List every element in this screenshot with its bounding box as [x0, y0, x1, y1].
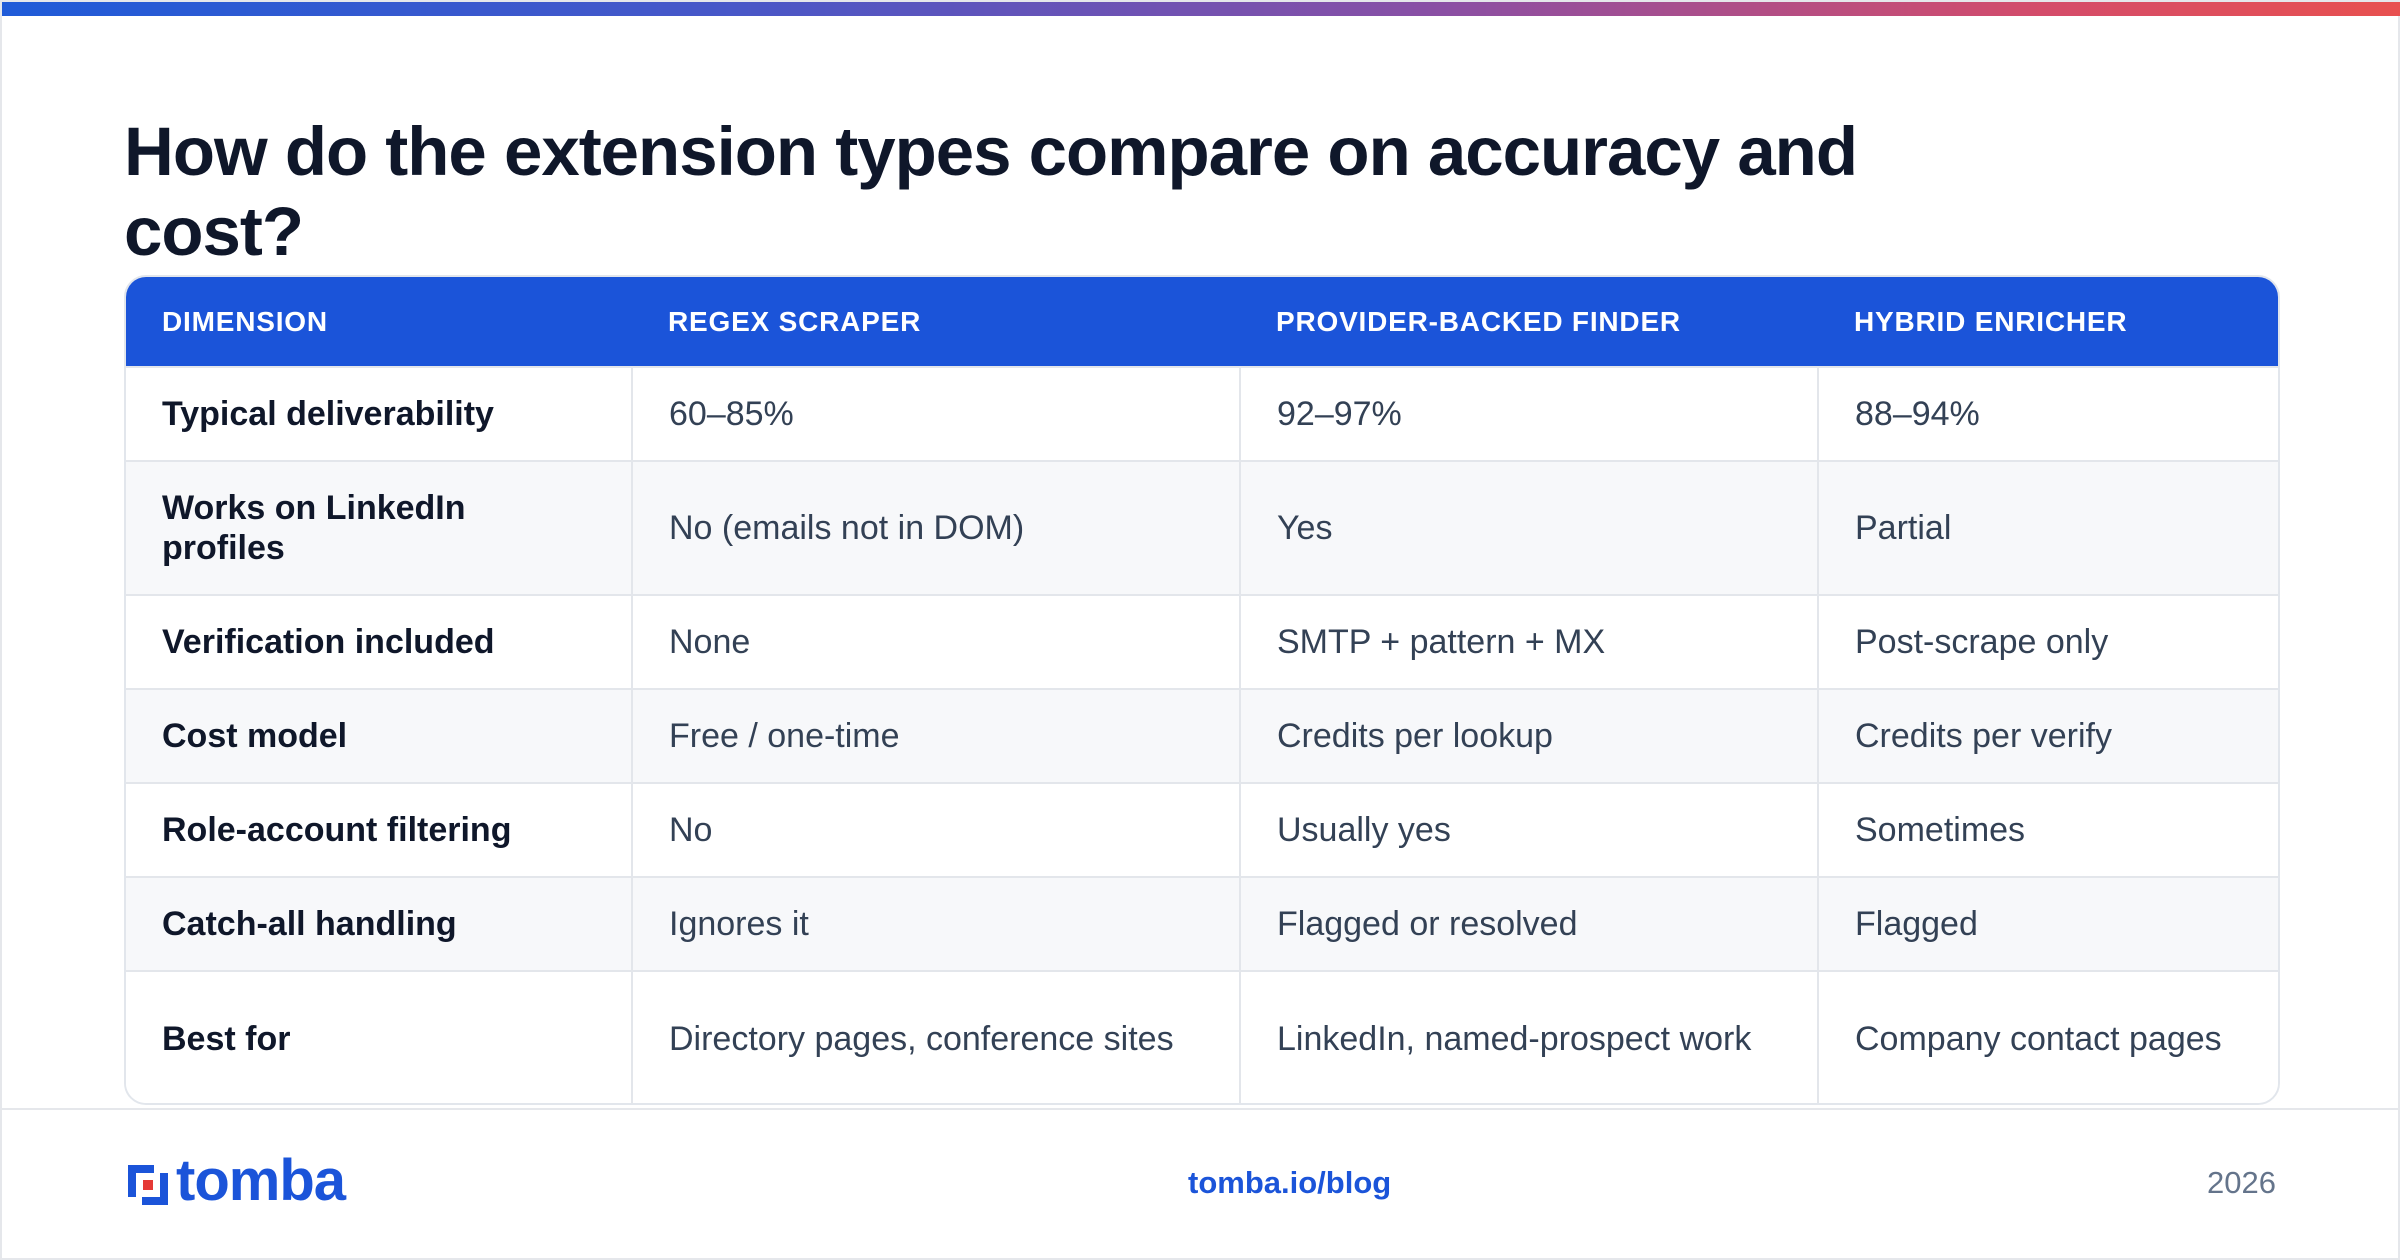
comparison-table-card: DIMENSION REGEX SCRAPER PROVIDER-BACKED … [124, 275, 2280, 1105]
tomba-logo: tomba [124, 1152, 346, 1210]
row-dimension: Verification included [126, 594, 632, 689]
provider-backed-finder-cell: 92–97% [1239, 366, 1818, 461]
provider-backed-finder-cell: Credits per lookup [1239, 688, 1818, 783]
column-header: REGEX SCRAPER [668, 305, 922, 337]
logo-wordmark: tomba [176, 1148, 346, 1213]
column-header: PROVIDER-BACKED FINDER [1276, 305, 1681, 337]
table-row: Verification included None SMTP + patter… [126, 594, 2278, 689]
row-dimension: Best for [126, 970, 632, 1103]
row-dimension: Works on LinkedIn profiles [126, 460, 632, 595]
column-header: DIMENSION [162, 305, 328, 337]
hybrid-enricher-cell: Company contact pages [1817, 970, 2278, 1103]
row-dimension: Catch-all handling [126, 876, 632, 971]
provider-backed-finder-cell: Yes [1239, 460, 1818, 595]
hybrid-enricher-cell: Partial [1817, 460, 2278, 595]
regex-scraper-cell: Ignores it [631, 876, 1240, 971]
footer-divider [2, 1108, 2400, 1110]
hybrid-enricher-cell: Post-scrape only [1817, 594, 2278, 689]
row-dimension: Role-account filtering [126, 782, 632, 877]
provider-backed-finder-cell: LinkedIn, named-prospect work [1239, 970, 1818, 1103]
gradient-accent-bar [2, 2, 2400, 16]
hybrid-enricher-cell: Credits per verify [1817, 688, 2278, 783]
regex-scraper-cell: 60–85% [631, 366, 1240, 461]
column-header: HYBRID ENRICHER [1854, 305, 2128, 337]
regex-scraper-cell: Directory pages, conference sites [631, 970, 1240, 1103]
row-dimension: Cost model [126, 688, 632, 783]
table-row: Cost model Free / one-time Credits per l… [126, 688, 2278, 783]
provider-backed-finder-cell: Usually yes [1239, 782, 1818, 877]
table-row: Role-account filtering No Usually yes So… [126, 782, 2278, 877]
regex-scraper-cell: Free / one-time [631, 688, 1240, 783]
tomba-logo-icon [128, 1165, 168, 1205]
table-row: Catch-all handling Ignores it Flagged or… [126, 876, 2278, 971]
provider-backed-finder-cell: Flagged or resolved [1239, 876, 1818, 971]
comparison-table: DIMENSION REGEX SCRAPER PROVIDER-BACKED … [126, 277, 2278, 1103]
regex-scraper-cell: No (emails not in DOM) [631, 460, 1240, 595]
hybrid-enricher-cell: 88–94% [1817, 366, 2278, 461]
hybrid-enricher-cell: Sometimes [1817, 782, 2278, 877]
table-header-row: DIMENSION REGEX SCRAPER PROVIDER-BACKED … [126, 277, 2278, 367]
regex-scraper-cell: No [631, 782, 1240, 877]
table-row: Best for Directory pages, conference sit… [126, 970, 2278, 1103]
regex-scraper-cell: None [631, 594, 1240, 689]
blog-link[interactable]: tomba.io/blog [1188, 1165, 1392, 1200]
table-row: Typical deliverability 60–85% 92–97% 88–… [126, 366, 2278, 461]
page-title: How do the extension types compare on ac… [124, 113, 1858, 270]
footer-year: 2026 [2207, 1165, 2276, 1200]
table-row: Works on LinkedIn profiles No (emails no… [126, 460, 2278, 595]
row-dimension: Typical deliverability [126, 366, 632, 461]
hybrid-enricher-cell: Flagged [1817, 876, 2278, 971]
provider-backed-finder-cell: SMTP + pattern + MX [1239, 594, 1818, 689]
